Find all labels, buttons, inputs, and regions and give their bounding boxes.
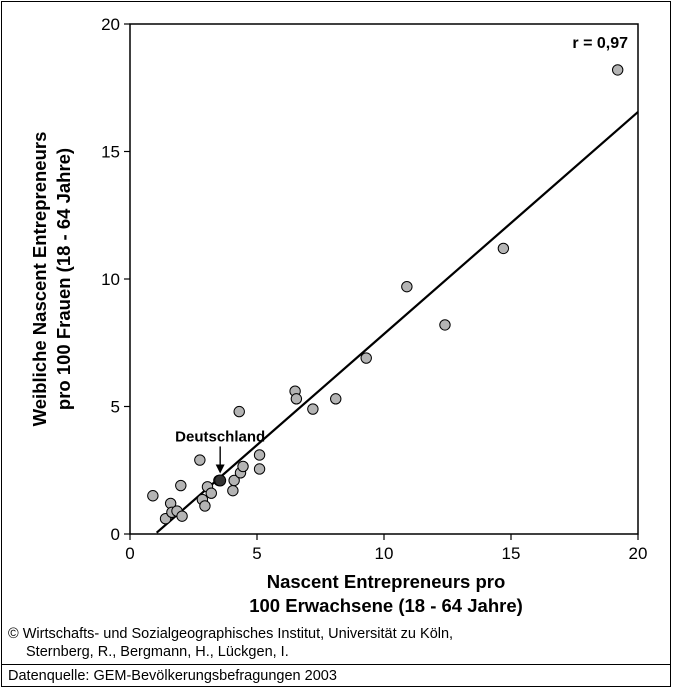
y-axis-title-line2: pro 100 Frauen (18 - 64 Jahre) <box>53 148 74 410</box>
copyright-line: © Wirtschafts- und Sozialgeographisches … <box>8 626 454 642</box>
data-point <box>401 280 413 293</box>
x-tick-label: 0 <box>125 544 134 563</box>
data-point <box>253 463 266 475</box>
data-point <box>227 484 239 497</box>
data-point <box>611 64 624 76</box>
y-axis-title-line1: Weibliche Nascent Entrepreneurs <box>29 132 50 427</box>
data-point <box>497 242 510 255</box>
plot-area <box>129 23 639 535</box>
data-point <box>205 487 217 499</box>
correlation-label: r = 0,97 <box>572 35 628 52</box>
y-tick-label: 10 <box>101 270 120 289</box>
x-tick-label: 5 <box>252 544 261 563</box>
data-point <box>228 474 240 487</box>
footer-divider <box>1 664 671 665</box>
data-point <box>253 449 266 461</box>
scatter-chart: 0 5 10 15 20 0 5 10 15 20 Deutschland r = 0,97 N… <box>29 15 647 616</box>
highlight-point-deutschland <box>214 474 227 487</box>
data-point <box>439 319 451 331</box>
y-axis-ticks: 0 5 10 15 20 <box>101 15 130 544</box>
data-point <box>147 490 159 502</box>
data-point <box>233 405 245 418</box>
data-point <box>290 393 303 405</box>
data-point <box>194 454 206 466</box>
y-tick-label: 20 <box>101 15 120 34</box>
data-point <box>176 510 188 522</box>
data-point <box>330 393 342 405</box>
x-axis-title-line2: 100 Erwachsene (18 - 64 Jahre) <box>249 595 523 616</box>
data-points <box>147 64 624 525</box>
y-tick-label: 15 <box>101 143 120 162</box>
y-tick-label: 5 <box>111 398 120 417</box>
x-tick-label: 15 <box>502 544 521 563</box>
x-tick-label: 10 <box>375 544 394 563</box>
x-axis-ticks: 0 5 10 15 20 <box>125 534 647 563</box>
x-axis-title-line1: Nascent Entrepreneurs pro <box>267 571 506 592</box>
data-point <box>175 479 187 492</box>
deutschland-arrowhead <box>215 464 225 474</box>
data-point <box>307 403 319 415</box>
data-point <box>199 500 211 512</box>
data-point <box>237 460 249 473</box>
authors-line: Sternberg, R., Bergmann, H., Lückgen, I. <box>26 644 289 660</box>
plot-border <box>129 23 639 535</box>
data-point <box>360 352 372 364</box>
y-tick-label: 0 <box>111 525 120 544</box>
regression-line <box>155 111 639 534</box>
deutschland-label: Deutschland <box>175 428 265 445</box>
x-tick-label: 20 <box>629 544 648 563</box>
data-source: Datenquelle: GEM-Bevölkerungsbefragungen… <box>8 668 337 684</box>
